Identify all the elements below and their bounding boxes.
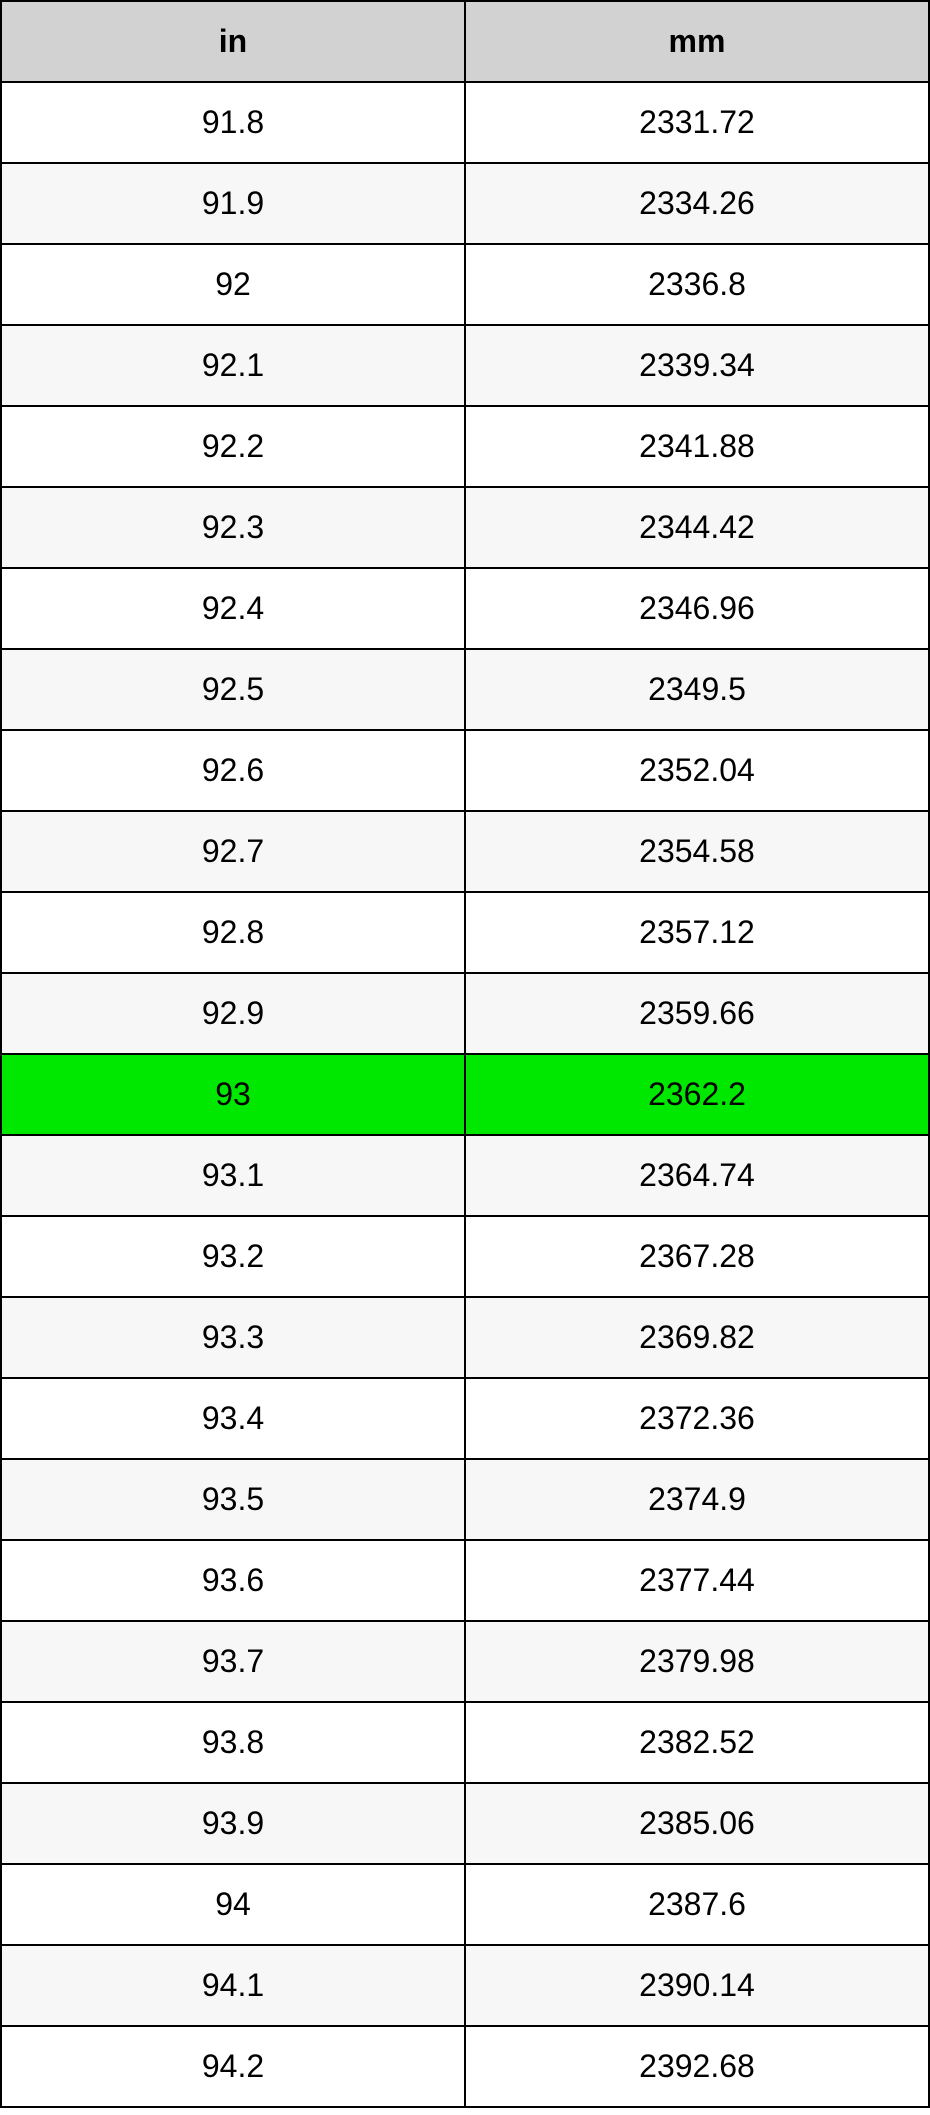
cell-mm: 2339.34: [465, 325, 929, 406]
table-row: 93.82382.52: [1, 1702, 929, 1783]
table-row: 92.52349.5: [1, 649, 929, 730]
cell-mm: 2341.88: [465, 406, 929, 487]
cell-mm: 2336.8: [465, 244, 929, 325]
cell-mm: 2346.96: [465, 568, 929, 649]
cell-mm: 2382.52: [465, 1702, 929, 1783]
cell-mm: 2359.66: [465, 973, 929, 1054]
header-row: in mm: [1, 1, 929, 82]
table-row: 93.52374.9: [1, 1459, 929, 1540]
cell-mm: 2374.9: [465, 1459, 929, 1540]
cell-mm: 2364.74: [465, 1135, 929, 1216]
cell-mm: 2367.28: [465, 1216, 929, 1297]
cell-mm: 2357.12: [465, 892, 929, 973]
cell-in: 93.8: [1, 1702, 465, 1783]
cell-in: 92.2: [1, 406, 465, 487]
cell-in: 92.4: [1, 568, 465, 649]
header-cell-in: in: [1, 1, 465, 82]
table-row: 94.22392.68: [1, 2026, 929, 2107]
table-row: 94.12390.14: [1, 1945, 929, 2026]
cell-mm: 2352.04: [465, 730, 929, 811]
cell-mm: 2392.68: [465, 2026, 929, 2107]
table-row: 932362.2: [1, 1054, 929, 1135]
cell-in: 92.7: [1, 811, 465, 892]
table-body: 91.82331.7291.92334.26922336.892.12339.3…: [1, 82, 929, 2107]
table-row: 92.72354.58: [1, 811, 929, 892]
cell-in: 92.3: [1, 487, 465, 568]
table-row: 92.82357.12: [1, 892, 929, 973]
cell-mm: 2334.26: [465, 163, 929, 244]
cell-mm: 2387.6: [465, 1864, 929, 1945]
cell-mm: 2369.82: [465, 1297, 929, 1378]
table-row: 93.32369.82: [1, 1297, 929, 1378]
table-row: 93.62377.44: [1, 1540, 929, 1621]
cell-mm: 2372.36: [465, 1378, 929, 1459]
cell-in: 93.9: [1, 1783, 465, 1864]
cell-mm: 2362.2: [465, 1054, 929, 1135]
conversion-table: in mm 91.82331.7291.92334.26922336.892.1…: [0, 0, 930, 2108]
table-row: 93.92385.06: [1, 1783, 929, 1864]
cell-mm: 2379.98: [465, 1621, 929, 1702]
table-row: 93.22367.28: [1, 1216, 929, 1297]
cell-in: 93.5: [1, 1459, 465, 1540]
table-row: 93.72379.98: [1, 1621, 929, 1702]
cell-in: 93: [1, 1054, 465, 1135]
cell-in: 93.6: [1, 1540, 465, 1621]
cell-in: 92.9: [1, 973, 465, 1054]
cell-mm: 2354.58: [465, 811, 929, 892]
table-row: 92.32344.42: [1, 487, 929, 568]
table-row: 93.12364.74: [1, 1135, 929, 1216]
cell-in: 92.8: [1, 892, 465, 973]
cell-in: 94.1: [1, 1945, 465, 2026]
cell-mm: 2331.72: [465, 82, 929, 163]
cell-in: 93.3: [1, 1297, 465, 1378]
cell-in: 94: [1, 1864, 465, 1945]
cell-in: 92.6: [1, 730, 465, 811]
cell-in: 93.2: [1, 1216, 465, 1297]
cell-in: 91.8: [1, 82, 465, 163]
header-cell-mm: mm: [465, 1, 929, 82]
cell-mm: 2385.06: [465, 1783, 929, 1864]
table-row: 922336.8: [1, 244, 929, 325]
cell-mm: 2349.5: [465, 649, 929, 730]
table-row: 92.22341.88: [1, 406, 929, 487]
table-row: 92.42346.96: [1, 568, 929, 649]
cell-mm: 2377.44: [465, 1540, 929, 1621]
cell-in: 91.9: [1, 163, 465, 244]
table-row: 91.82331.72: [1, 82, 929, 163]
table-row: 92.12339.34: [1, 325, 929, 406]
cell-in: 92.1: [1, 325, 465, 406]
cell-in: 93.4: [1, 1378, 465, 1459]
cell-mm: 2390.14: [465, 1945, 929, 2026]
table-row: 91.92334.26: [1, 163, 929, 244]
table-row: 92.92359.66: [1, 973, 929, 1054]
cell-in: 93.7: [1, 1621, 465, 1702]
cell-in: 94.2: [1, 2026, 465, 2107]
table-row: 92.62352.04: [1, 730, 929, 811]
conversion-table-container: in mm 91.82331.7291.92334.26922336.892.1…: [0, 0, 930, 2108]
table-row: 93.42372.36: [1, 1378, 929, 1459]
cell-in: 93.1: [1, 1135, 465, 1216]
cell-in: 92: [1, 244, 465, 325]
table-header: in mm: [1, 1, 929, 82]
cell-in: 92.5: [1, 649, 465, 730]
cell-mm: 2344.42: [465, 487, 929, 568]
table-row: 942387.6: [1, 1864, 929, 1945]
